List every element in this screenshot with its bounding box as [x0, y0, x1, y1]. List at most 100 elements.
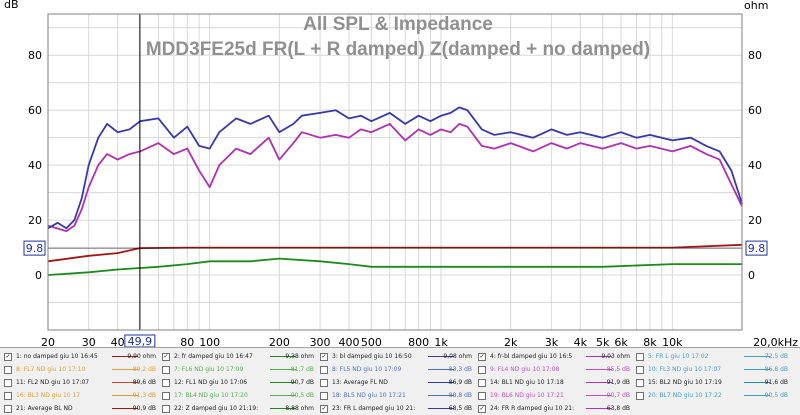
legend-swatch: [428, 382, 454, 383]
series-point: [235, 148, 237, 150]
tick-labels: 20 30 40 80 100 200 300 400 500 800 1k 2k 3k 4k 5k 6k 8k…: [28, 49, 798, 347]
legend-checkbox[interactable]: [4, 405, 12, 413]
legend-item[interactable]: 17: BL4 ND giu 10 17:20 90,5 dB: [162, 390, 318, 401]
legend-item[interactable]: 12: FL1 ND giu 10 17:06 90,7 dB: [162, 377, 318, 388]
legend-item[interactable]: 16: BL3 ND giu 10 17 91,3 dB: [4, 390, 160, 401]
series-point: [418, 115, 420, 117]
legend-item[interactable]: 9: FL4 ND giu 10 17:08 85,5 dB: [478, 364, 634, 375]
legend-checkbox[interactable]: [636, 366, 644, 374]
legend-panel: ✓ 1: no damped giu 10 16:45 9,90 ohm ✓ 2: fr…: [0, 347, 800, 415]
series-point: [65, 227, 67, 229]
legend-checkbox[interactable]: ✓: [320, 353, 328, 361]
series-point: [370, 131, 372, 133]
legend-checkbox[interactable]: [162, 405, 170, 413]
legend-checkbox[interactable]: [478, 366, 486, 374]
series-point: [235, 117, 237, 119]
legend-item[interactable]: ✓ 3: bl damped giu 10 16:50 9,08 ohm: [320, 351, 476, 362]
legend-name: 8: FL7 ND giu 10 17:10: [16, 366, 86, 373]
legend-checkbox[interactable]: [4, 366, 12, 374]
legend-item[interactable]: 13: Average FL ND 86,9 dB: [320, 377, 476, 388]
series-point: [81, 197, 83, 199]
series-point: [493, 134, 495, 136]
series-point: [620, 142, 622, 144]
x-tick-label: 200: [269, 336, 290, 347]
legend-item[interactable]: ✓ 23: FR L damped giu 10 21: 68,5 dB: [320, 403, 476, 414]
legend-checkbox[interactable]: [4, 392, 12, 400]
legend-item[interactable]: 18: BL5 ND giu 10 17:21 88,8 dB: [320, 390, 476, 401]
legend-checkbox[interactable]: [636, 353, 644, 361]
legend-item[interactable]: 11: FL2 ND giu 10 17:07 89,6 dB: [4, 377, 160, 388]
legend-item[interactable]: ✓ 4: fr-bl damped giu 10 16:5 9,03 ohm: [478, 351, 634, 362]
legend-checkbox[interactable]: ✓: [4, 353, 12, 361]
legend-item[interactable]: 19: BL6 ND giu 10 17:21 90,7 dB: [478, 390, 634, 401]
legend-name: 1: no damped giu 10 16:45: [16, 353, 98, 360]
legend-checkbox[interactable]: ✓: [162, 353, 170, 361]
legend-checkbox[interactable]: [478, 379, 486, 387]
x-tick-label: 2k: [504, 336, 518, 347]
x-tick-label: 300: [310, 336, 331, 347]
legend-name: 19: BL6 ND giu 10 17:21: [490, 392, 564, 399]
series-point: [157, 142, 159, 144]
series-point: [268, 137, 270, 139]
series-point: [348, 137, 350, 139]
series-point: [458, 123, 460, 125]
series-point: [268, 115, 270, 117]
legend-value: 88,8 dB: [448, 392, 472, 399]
legend-checkbox[interactable]: [636, 379, 644, 387]
y-tick-label-left: 60: [28, 104, 42, 117]
series-point: [649, 134, 651, 136]
legend-checkbox[interactable]: ✓: [478, 405, 486, 413]
legend-checkbox[interactable]: [162, 379, 170, 387]
legend-item[interactable]: 8: FL7 ND giu 10 17:10 89,2 dB: [4, 364, 160, 375]
legend-name: 21: Average BL ND: [16, 405, 73, 412]
legend-item[interactable]: 14: BL1 ND giu 10 17:18 91,9 dB: [478, 377, 634, 388]
legend-value: 83,3 dB: [448, 366, 472, 373]
legend-checkbox[interactable]: ✓: [320, 405, 328, 413]
series-point: [602, 148, 604, 150]
series-point: [106, 123, 108, 125]
legend-checkbox[interactable]: [478, 392, 486, 400]
legend-swatch: [270, 382, 296, 383]
legend-value: 72,5 dB: [764, 353, 788, 360]
legend-value: 89,6 dB: [132, 379, 156, 386]
legend-checkbox[interactable]: [320, 366, 328, 374]
legend-item[interactable]: 21: Average BL ND 90,9 dB: [4, 403, 160, 414]
series-point: [186, 148, 188, 150]
legend-item[interactable]: 5: FR L giu 10 17:02 72,5 dB: [636, 351, 792, 362]
series-line: [47, 257, 742, 276]
legend-item[interactable]: 7: FL6 ND giu 10 17:09 81,7 dB: [162, 364, 318, 375]
cursor-layer: 49,9 9.8 9.8: [23, 14, 768, 347]
legend-name: 8: FL5 ND giu 10 17:09: [332, 366, 402, 373]
legend-checkbox[interactable]: [162, 392, 170, 400]
legend-value: 90,5 dB: [290, 392, 314, 399]
legend-checkbox[interactable]: [4, 379, 12, 387]
series-point: [209, 148, 211, 150]
legend-name: 9: FL4 ND giu 10 17:08: [490, 366, 560, 373]
series-point: [440, 128, 442, 130]
legend-swatch: [586, 356, 612, 357]
series-point: [335, 109, 337, 111]
series-point: [671, 150, 674, 152]
legend-item[interactable]: 22: Z damped giu 10 21:19: 8,88 ohm: [162, 403, 318, 414]
series-point: [481, 128, 483, 130]
x-tick-label: 6k: [614, 336, 628, 347]
legend-item[interactable]: 20: BL7 ND giu 10 17:22 90,5 dB: [636, 390, 792, 401]
series-point: [389, 123, 391, 125]
legend-item[interactable]: ✓ 2: fr damped giu 10 16:47 9,38 ohm: [162, 351, 318, 362]
legend-item[interactable]: 8: FL5 ND giu 10 17:09 83,3 dB: [320, 364, 476, 375]
series-line: [47, 243, 743, 263]
series-point: [635, 137, 638, 139]
legend-item[interactable]: ✓ 1: no damped giu 10 16:45 9,90 ohm: [4, 351, 160, 362]
legend-item[interactable]: ✓ 24: FR R damped giu 10 21: 63,8 dB: [478, 403, 634, 414]
legend-checkbox[interactable]: [320, 379, 328, 387]
legend-item[interactable]: 15: BL2 ND giu 10 17:19 91,6 dB: [636, 377, 792, 388]
legend-checkbox[interactable]: [636, 392, 644, 400]
legend-name: 15: BL2 ND giu 10 17:19: [648, 379, 722, 386]
legend-checkbox[interactable]: ✓: [478, 353, 486, 361]
legend-item[interactable]: 10: FL3 ND giu 10 17:07 86,8 dB: [636, 364, 792, 375]
legend-checkbox[interactable]: [320, 392, 328, 400]
legend-checkbox[interactable]: [162, 366, 170, 374]
series-point: [510, 266, 512, 268]
legend-name: 3: bl damped giu 10 16:50: [332, 353, 412, 360]
series-point: [579, 142, 581, 144]
